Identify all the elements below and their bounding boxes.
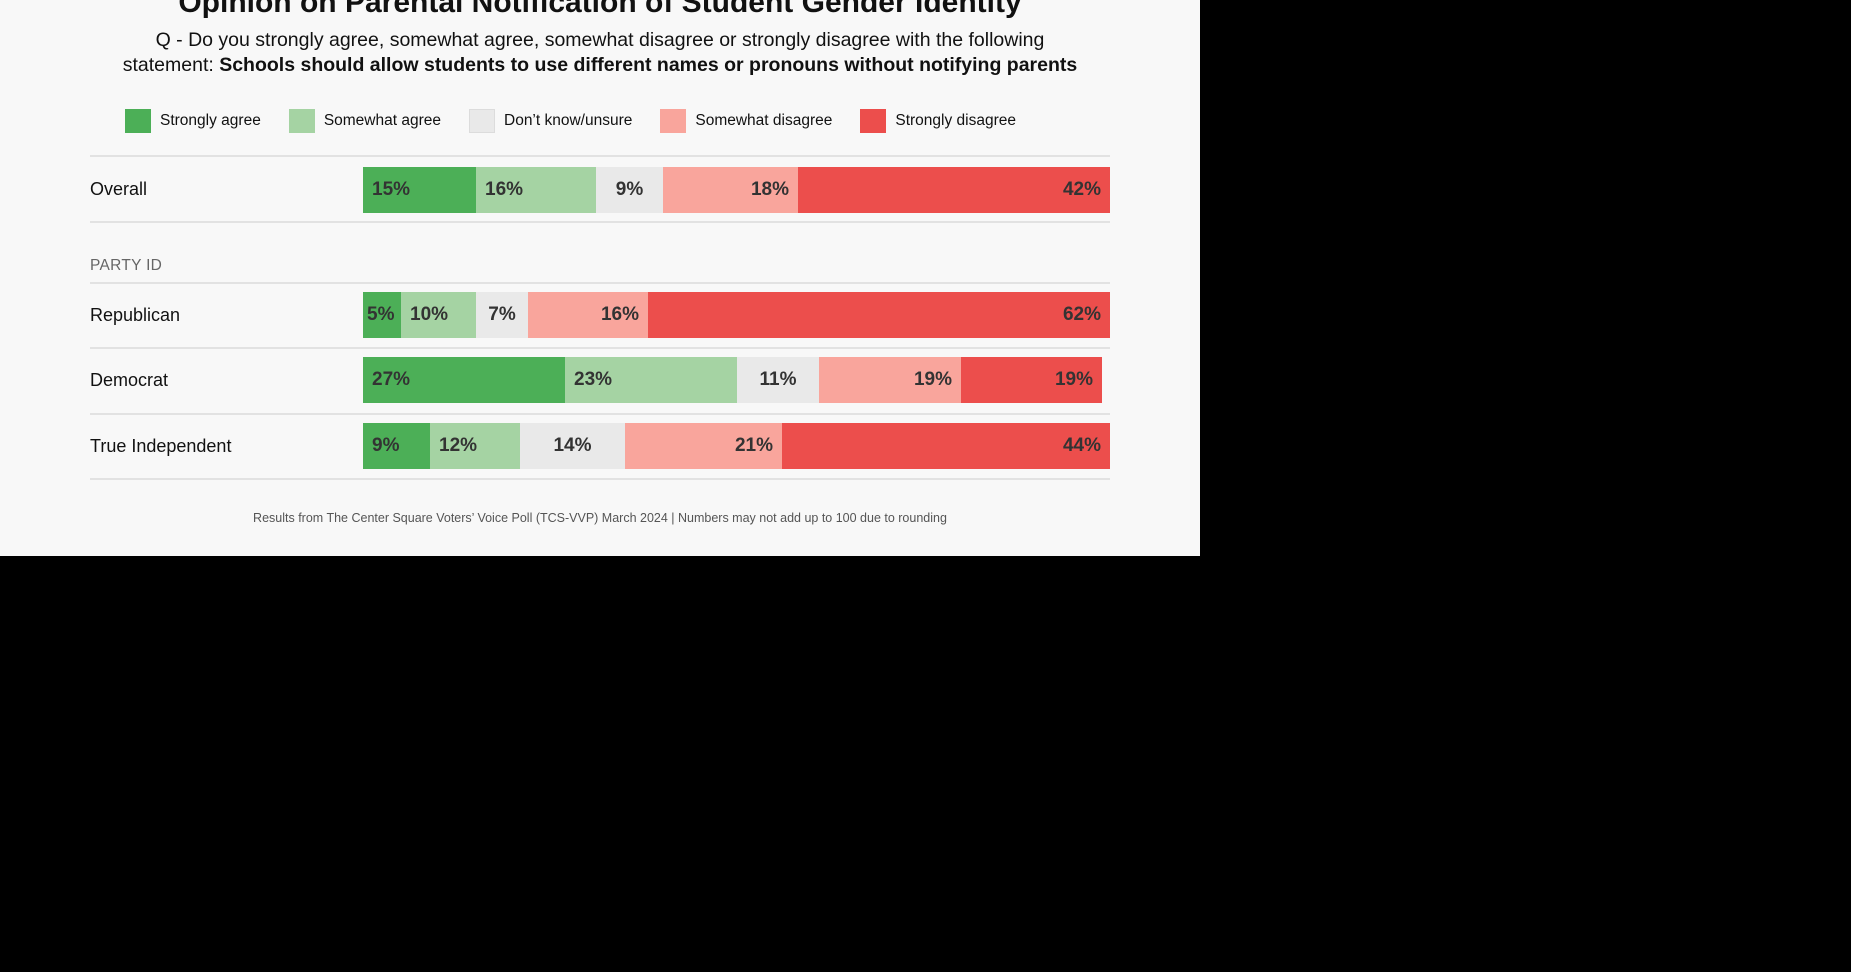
legend-label: Don’t know/unsure bbox=[504, 112, 633, 129]
stacked-bar-democrat: 27% 23% 11% 19% 19% bbox=[363, 357, 1102, 403]
divider bbox=[90, 347, 1110, 349]
question-text: Q - Do you strongly agree, somewhat agre… bbox=[0, 28, 1200, 78]
divider bbox=[90, 282, 1110, 284]
chart-panel: Opinion on Parental Notification of Stud… bbox=[0, 0, 1200, 556]
row-label-republican: Republican bbox=[90, 305, 181, 325]
legend-item-unsure: Don’t know/unsure bbox=[469, 109, 632, 133]
segment-strongly-agree: 9% bbox=[363, 423, 430, 469]
stacked-bar-republican: 5% 10% 7% 16% 62% bbox=[363, 292, 1110, 338]
segment-somewhat-agree: 23% bbox=[565, 357, 737, 403]
chart-title: Opinion on Parental Notification of Stud… bbox=[178, 0, 1022, 19]
segment-strongly-disagree: 62% bbox=[648, 292, 1110, 338]
legend-label: Strongly disagree bbox=[895, 112, 1016, 129]
row-label-democrat: Democrat bbox=[90, 370, 169, 390]
segment-strongly-agree: 5% bbox=[363, 292, 401, 338]
legend-swatch-somewhat-disagree bbox=[660, 109, 687, 133]
segment-strongly-disagree: 42% bbox=[798, 167, 1110, 213]
segment-strongly-disagree: 19% bbox=[961, 357, 1102, 403]
legend-swatch-strongly-disagree bbox=[860, 109, 887, 133]
segment-strongly-agree: 15% bbox=[363, 167, 476, 213]
segment-somewhat-agree: 10% bbox=[401, 292, 476, 338]
legend-swatch-somewhat-agree bbox=[288, 109, 315, 133]
legend-label: Somewhat disagree bbox=[695, 112, 833, 129]
segment-somewhat-agree: 16% bbox=[476, 167, 596, 213]
segment-unsure: 14% bbox=[520, 423, 625, 469]
legend-label: Strongly agree bbox=[160, 112, 261, 129]
statement-text: Schools should allow students to use dif… bbox=[219, 54, 1078, 76]
source-footnote: Results from The Center Square Voters’ V… bbox=[253, 511, 947, 525]
row-label-overall: Overall bbox=[90, 179, 148, 199]
divider bbox=[90, 478, 1110, 480]
segment-unsure: 11% bbox=[737, 357, 819, 403]
segment-somewhat-disagree: 21% bbox=[625, 423, 782, 469]
row-label-true-independent: True Independent bbox=[90, 436, 232, 456]
legend-item-somewhat-disagree: Somewhat disagree bbox=[660, 109, 832, 133]
legend-item-strongly-agree: Strongly agree bbox=[125, 109, 261, 133]
stacked-bar-true-independent: 9% 12% 14% 21% 44% bbox=[363, 423, 1110, 469]
segment-somewhat-disagree: 19% bbox=[819, 357, 961, 403]
legend: Strongly agree Somewhat agree Don’t know… bbox=[125, 109, 1044, 133]
divider bbox=[90, 413, 1110, 415]
legend-item-somewhat-agree: Somewhat agree bbox=[288, 109, 441, 133]
legend-label: Somewhat agree bbox=[323, 112, 441, 129]
segment-unsure: 7% bbox=[476, 292, 528, 338]
legend-swatch-unsure bbox=[469, 109, 495, 133]
legend-swatch-strongly-agree bbox=[125, 109, 151, 133]
segment-somewhat-disagree: 16% bbox=[528, 292, 648, 338]
segment-somewhat-agree: 12% bbox=[430, 423, 520, 469]
statement-label: statement: bbox=[122, 54, 220, 76]
section-label-party-id: PARTY ID bbox=[90, 257, 163, 274]
legend-item-strongly-disagree: Strongly disagree bbox=[860, 109, 1016, 133]
segment-strongly-agree: 27% bbox=[363, 357, 565, 403]
segment-somewhat-disagree: 18% bbox=[663, 167, 798, 213]
question-statement-line: statement: Schools should allow students… bbox=[0, 53, 1200, 78]
divider bbox=[90, 221, 1110, 223]
segment-strongly-disagree: 44% bbox=[782, 423, 1110, 469]
divider bbox=[90, 155, 1110, 157]
stacked-bar-overall: 15% 16% 9% 18% 42% bbox=[363, 167, 1110, 213]
question-prefix: Q - Do you strongly agree, somewhat agre… bbox=[155, 29, 1045, 51]
segment-unsure: 9% bbox=[596, 167, 663, 213]
